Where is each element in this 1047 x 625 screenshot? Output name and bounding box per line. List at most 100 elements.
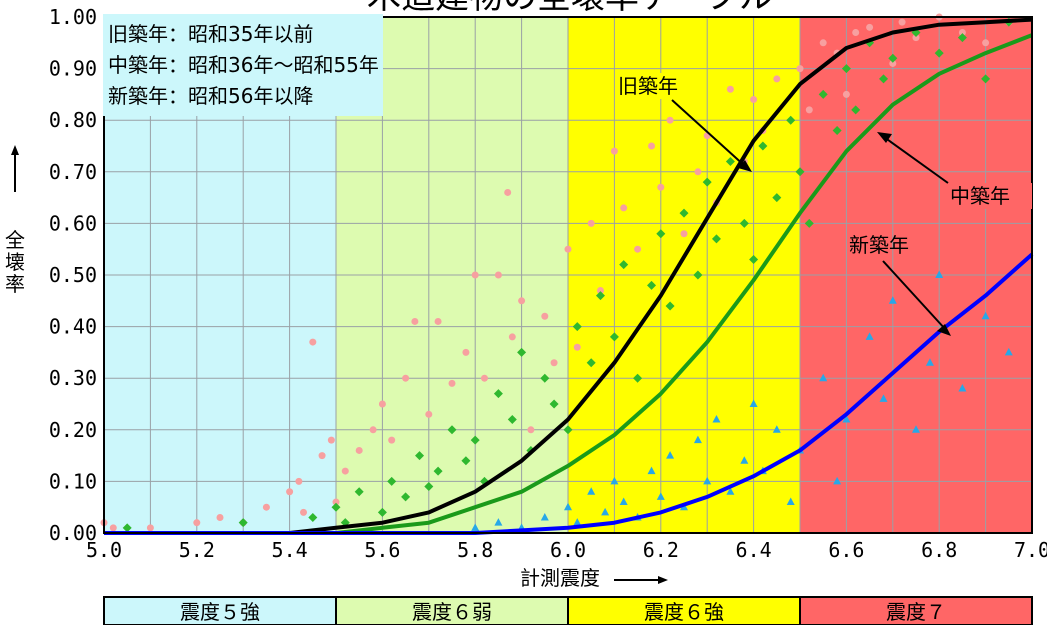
data-point-1: [804, 218, 814, 228]
data-point-2: [958, 384, 967, 392]
data-point-0: [564, 245, 572, 253]
data-point-1: [786, 115, 796, 125]
data-point-1: [122, 523, 132, 533]
y-tick-label: 0.50: [49, 263, 97, 287]
data-point-2: [471, 523, 480, 531]
data-point-0: [680, 230, 688, 238]
data-point-2: [888, 296, 897, 304]
data-point-0: [541, 312, 549, 320]
data-point-0: [341, 467, 349, 475]
data-point-0: [573, 343, 581, 351]
data-point-0: [866, 23, 874, 31]
data-point-0: [634, 245, 642, 253]
footer-band-label: 震度６強: [644, 600, 724, 624]
data-point-0: [726, 85, 734, 93]
data-point-0: [805, 106, 813, 114]
x-axis-label: 計測震度: [520, 566, 600, 590]
data-point-0: [216, 514, 224, 522]
data-point-0: [610, 147, 618, 155]
data-point-1: [331, 502, 341, 512]
data-point-1: [507, 414, 517, 424]
data-point-0: [462, 348, 470, 356]
data-point-1: [711, 234, 721, 244]
data-point-0: [852, 28, 860, 36]
y-tick-label: 0.40: [49, 315, 97, 339]
data-point-0: [448, 379, 456, 387]
y-axis-label: 全壊率: [5, 228, 25, 296]
data-point-1: [609, 332, 619, 342]
x-tick-label: 5.2: [179, 538, 215, 562]
data-point-2: [772, 425, 781, 433]
data-point-0: [378, 400, 386, 408]
data-point-0: [434, 317, 442, 325]
data-point-1: [447, 425, 457, 435]
data-point-2: [981, 311, 990, 320]
data-point-1: [725, 156, 735, 166]
y-tick-label: 0.20: [49, 418, 97, 442]
x-tick-label: 7.0: [1014, 538, 1047, 562]
data-point-2: [564, 502, 572, 511]
data-point-2: [865, 332, 874, 340]
data-point-2: [712, 414, 721, 423]
data-point-0: [666, 116, 674, 124]
data-point-1: [424, 482, 434, 492]
data-point-1: [851, 105, 861, 115]
data-point-2: [786, 497, 795, 506]
data-point-2: [693, 435, 702, 444]
x-tick-label: 6.0: [550, 538, 586, 562]
data-point-0: [295, 477, 303, 485]
data-point-0: [773, 75, 781, 83]
data-point-1: [841, 64, 851, 74]
data-point-2: [819, 373, 828, 382]
data-point-2: [587, 487, 596, 495]
legend-item-new: 新築年：昭和56年以降: [108, 84, 313, 108]
y-tick-label: 0.30: [49, 366, 97, 390]
data-point-1: [758, 141, 768, 151]
data-point-1: [679, 208, 689, 218]
data-point-1: [517, 347, 527, 357]
data-point-1: [377, 507, 387, 517]
data-point-1: [739, 218, 749, 228]
data-point-1: [540, 373, 550, 383]
annotation-old: 旧築年: [618, 74, 678, 98]
data-point-2: [925, 358, 934, 366]
data-point-1: [415, 451, 425, 461]
data-point-0: [504, 188, 512, 196]
y-tick-label: 0.90: [49, 57, 97, 81]
data-point-0: [480, 374, 488, 382]
data-point-2: [573, 518, 582, 526]
x-tick-label: 6.8: [921, 538, 957, 562]
annotation-new: 新築年: [849, 233, 909, 257]
data-point-0: [286, 488, 294, 496]
data-point-1: [433, 466, 443, 476]
data-point-1: [832, 126, 842, 136]
data-point-2: [601, 507, 610, 516]
series-line-2: [104, 252, 1034, 535]
legend: 旧築年：昭和35年以前 中築年：昭和36年～昭和55年 新築年：昭和56年以降: [103, 14, 383, 116]
data-point-1: [461, 456, 471, 466]
annotation-arrow-new: [882, 260, 951, 336]
data-point-2: [912, 425, 920, 433]
data-point-1: [934, 48, 944, 58]
y-tick-label: 0.00: [49, 521, 97, 545]
data-point-0: [648, 142, 656, 150]
chart-title: 木造建物の全壊率テーブル: [367, 0, 773, 17]
data-point-1: [387, 476, 397, 486]
legend-item-mid: 中築年：昭和36年～昭和55年: [108, 53, 379, 77]
legend-item-old: 旧築年：昭和35年以前: [108, 22, 313, 46]
data-point-2: [619, 497, 628, 506]
data-point-2: [610, 476, 619, 485]
data-point-2: [726, 487, 735, 495]
data-point-1: [563, 425, 573, 435]
data-point-0: [694, 168, 702, 176]
data-point-1: [665, 301, 675, 311]
data-point-1: [470, 435, 480, 445]
data-point-0: [327, 436, 335, 444]
data-point-1: [818, 89, 828, 99]
footer-band-3: [799, 596, 1033, 625]
x-tick-label: 6.2: [643, 538, 679, 562]
y-tick-label: 0.10: [49, 469, 97, 493]
data-point-2: [540, 513, 549, 521]
data-point-2: [842, 414, 851, 423]
data-point-0: [262, 503, 270, 511]
